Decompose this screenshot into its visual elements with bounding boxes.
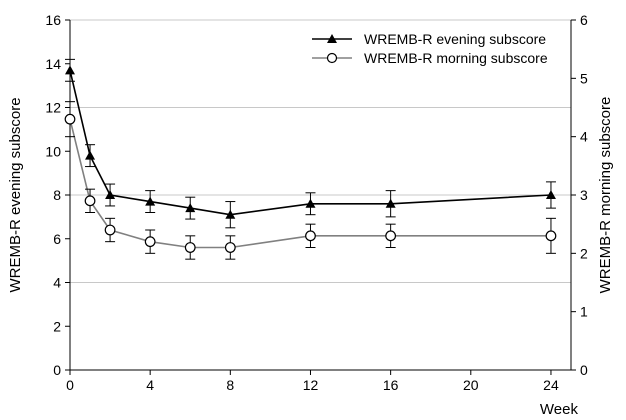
data-point bbox=[144, 236, 156, 248]
legend-morning-marker bbox=[326, 52, 338, 64]
data-point bbox=[225, 209, 236, 219]
x-tick-label: 12 bbox=[303, 377, 319, 393]
x-tick-label: 20 bbox=[463, 377, 479, 393]
series-morning bbox=[64, 101, 557, 260]
y-right-tick-label: 4 bbox=[580, 129, 588, 145]
data-point bbox=[305, 198, 316, 208]
y-axis-left-title: WREMB-R evening subscore bbox=[7, 97, 24, 292]
y-left-tick-label: 12 bbox=[45, 100, 61, 116]
data-point bbox=[145, 196, 156, 206]
series-evening bbox=[65, 58, 556, 229]
y-right-tick-label: 1 bbox=[580, 304, 588, 320]
y-left-tick-label: 0 bbox=[53, 362, 61, 378]
data-point bbox=[224, 242, 236, 253]
data-point bbox=[65, 65, 75, 75]
y-right-tick-label: 3 bbox=[580, 187, 588, 203]
data-point bbox=[64, 113, 76, 125]
x-axis-title: Week bbox=[540, 401, 579, 418]
y-axis-right-title: WREMB-R morning subscore bbox=[597, 97, 614, 294]
y-left-tick-label: 16 bbox=[45, 12, 61, 28]
y-left-tick-label: 14 bbox=[45, 56, 61, 72]
data-point bbox=[84, 195, 96, 207]
y-left-tick-label: 2 bbox=[53, 318, 61, 334]
series-layer bbox=[64, 58, 557, 260]
y-right-tick-label: 5 bbox=[580, 70, 588, 86]
y-left-tick-label: 8 bbox=[53, 187, 61, 203]
y-right-tick-label: 6 bbox=[580, 12, 588, 28]
x-tick-label: 24 bbox=[543, 377, 559, 393]
gridlines bbox=[70, 19, 571, 283]
legend-evening-marker bbox=[327, 34, 337, 43]
x-tick-label: 4 bbox=[146, 377, 154, 393]
legend-evening-label: WREMB-R evening subscore bbox=[364, 31, 546, 47]
legend: WREMB-R evening subscore WREMB-R morning… bbox=[312, 31, 548, 66]
y-right-tick-label: 0 bbox=[580, 362, 588, 378]
data-point bbox=[545, 190, 556, 199]
data-point bbox=[104, 224, 116, 236]
y-right-tick-label: 2 bbox=[580, 245, 588, 261]
data-point bbox=[105, 190, 116, 199]
data-point bbox=[385, 230, 397, 242]
x-tick-label: 0 bbox=[66, 377, 74, 393]
x-tick-label: 8 bbox=[226, 377, 234, 393]
data-point bbox=[305, 230, 316, 242]
data-point bbox=[184, 242, 196, 253]
data-point bbox=[545, 230, 557, 242]
data-point bbox=[185, 203, 196, 213]
x-tick-label: 16 bbox=[383, 377, 399, 393]
y-left-tick-label: 6 bbox=[53, 231, 61, 247]
data-point bbox=[385, 198, 396, 208]
y-left-tick-label: 10 bbox=[45, 143, 61, 159]
data-point bbox=[85, 150, 96, 160]
legend-morning-label: WREMB-R morning subscore bbox=[364, 50, 548, 66]
y-left-tick-label: 4 bbox=[53, 275, 61, 291]
